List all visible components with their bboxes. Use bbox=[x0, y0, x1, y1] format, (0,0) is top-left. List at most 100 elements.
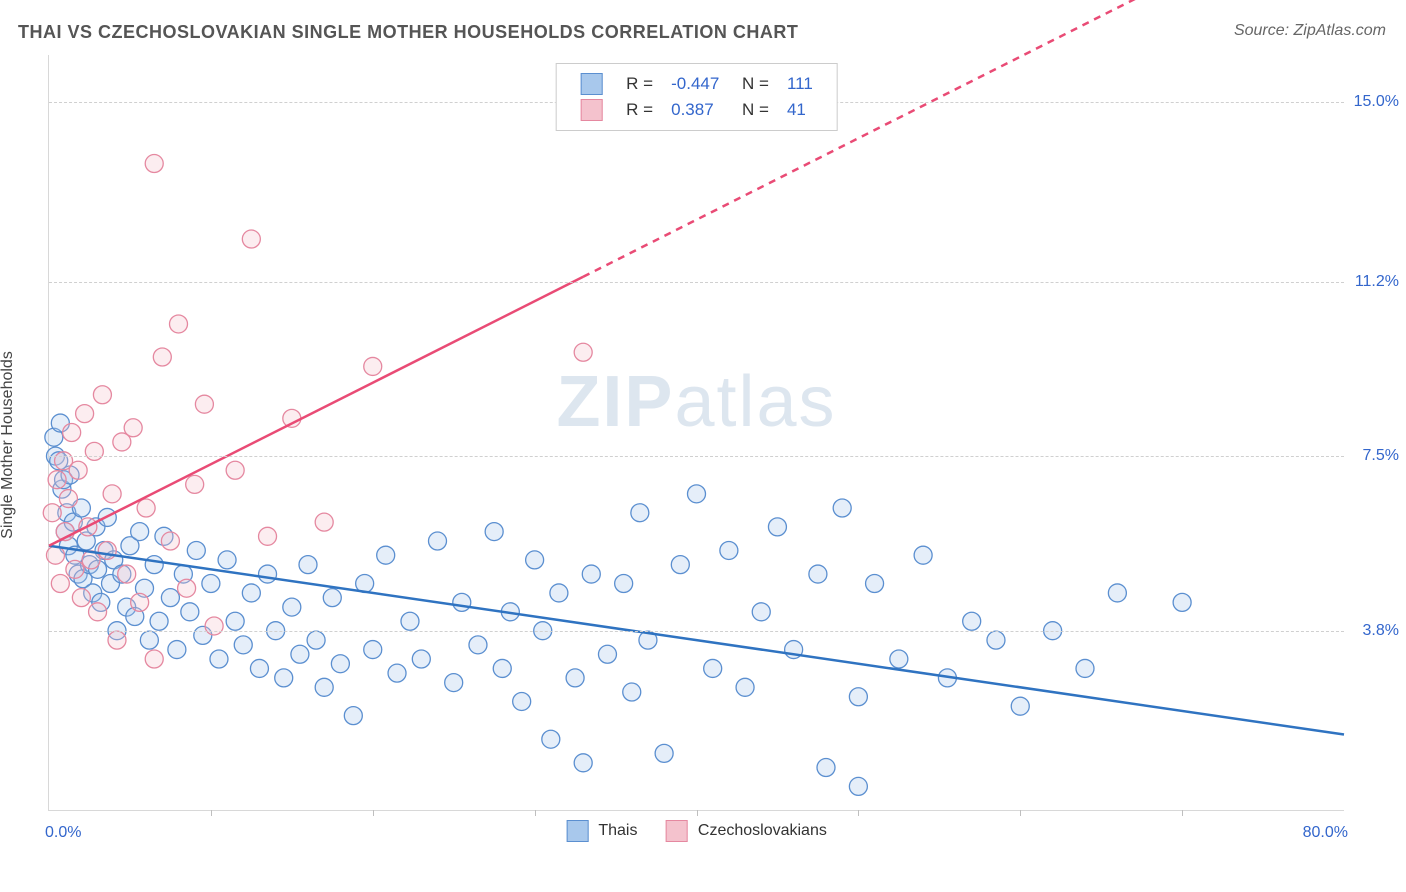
stats-row: R =-0.447 N =111 bbox=[572, 72, 821, 96]
data-point bbox=[671, 556, 689, 574]
data-point bbox=[542, 730, 560, 748]
data-point bbox=[150, 612, 168, 630]
x-tick bbox=[1182, 810, 1183, 816]
swatch-icon bbox=[580, 99, 602, 121]
data-point bbox=[809, 565, 827, 583]
data-point bbox=[364, 641, 382, 659]
data-point bbox=[574, 754, 592, 772]
data-point bbox=[186, 475, 204, 493]
data-point bbox=[1173, 593, 1191, 611]
data-point bbox=[234, 636, 252, 654]
data-point bbox=[598, 645, 616, 663]
y-tick-label: 7.5% bbox=[1363, 447, 1399, 465]
data-point bbox=[344, 707, 362, 725]
data-point bbox=[72, 589, 90, 607]
data-point bbox=[108, 631, 126, 649]
gridline bbox=[49, 631, 1344, 632]
data-point bbox=[574, 343, 592, 361]
data-point bbox=[752, 603, 770, 621]
data-point bbox=[131, 523, 149, 541]
data-point bbox=[987, 631, 1005, 649]
chart-container: Single Mother Households ZIPatlas R =-0.… bbox=[18, 55, 1388, 835]
data-point bbox=[124, 419, 142, 437]
y-tick-label: 15.0% bbox=[1354, 93, 1399, 111]
data-point bbox=[849, 777, 867, 795]
data-point bbox=[153, 348, 171, 366]
data-point bbox=[51, 575, 69, 593]
data-point bbox=[526, 551, 544, 569]
data-point bbox=[242, 584, 260, 602]
data-point bbox=[323, 589, 341, 607]
legend-label: Czechoslovakians bbox=[698, 822, 827, 839]
data-point bbox=[849, 688, 867, 706]
legend-item: Czechoslovakians bbox=[665, 820, 826, 842]
data-point bbox=[445, 674, 463, 692]
data-point bbox=[145, 155, 163, 173]
data-point bbox=[46, 546, 64, 564]
data-point bbox=[178, 579, 196, 597]
x-tick bbox=[697, 810, 698, 816]
data-point bbox=[615, 575, 633, 593]
data-point bbox=[377, 546, 395, 564]
data-point bbox=[242, 230, 260, 248]
data-point bbox=[388, 664, 406, 682]
data-point bbox=[181, 603, 199, 621]
plot-svg bbox=[49, 55, 1344, 810]
data-point bbox=[93, 386, 111, 404]
data-point bbox=[66, 560, 84, 578]
data-point bbox=[493, 659, 511, 677]
data-point bbox=[412, 650, 430, 668]
x-tick bbox=[1020, 810, 1021, 816]
data-point bbox=[137, 499, 155, 517]
data-point bbox=[1108, 584, 1126, 602]
data-point bbox=[103, 485, 121, 503]
data-point bbox=[704, 659, 722, 677]
data-point bbox=[688, 485, 706, 503]
swatch-icon bbox=[566, 820, 588, 842]
data-point bbox=[833, 499, 851, 517]
data-point bbox=[453, 593, 471, 611]
data-point bbox=[161, 532, 179, 550]
r-value: -0.447 bbox=[663, 72, 727, 96]
plot-area: ZIPatlas R =-0.447 N =111 R =0.387 N =41 bbox=[48, 55, 1344, 811]
data-point bbox=[131, 593, 149, 611]
data-point bbox=[250, 659, 268, 677]
data-point bbox=[168, 641, 186, 659]
data-point bbox=[76, 405, 94, 423]
series-legend: Thais Czechoslovakians bbox=[566, 820, 827, 842]
data-point bbox=[118, 565, 136, 583]
gridline bbox=[49, 456, 1344, 457]
data-point bbox=[736, 678, 754, 696]
data-point bbox=[1011, 697, 1029, 715]
y-tick-label: 11.2% bbox=[1355, 273, 1399, 291]
data-point bbox=[485, 523, 503, 541]
x-end-label: 80.0% bbox=[1303, 824, 1348, 842]
data-point bbox=[259, 565, 277, 583]
data-point bbox=[226, 461, 244, 479]
data-point bbox=[59, 490, 77, 508]
data-point bbox=[315, 678, 333, 696]
data-point bbox=[283, 598, 301, 616]
data-point bbox=[140, 631, 158, 649]
data-point bbox=[291, 645, 309, 663]
data-point bbox=[275, 669, 293, 687]
data-point bbox=[364, 357, 382, 375]
data-point bbox=[226, 612, 244, 630]
data-point bbox=[720, 541, 738, 559]
regression-line bbox=[49, 277, 583, 546]
data-point bbox=[218, 551, 236, 569]
data-point bbox=[85, 442, 103, 460]
data-point bbox=[1076, 659, 1094, 677]
data-point bbox=[205, 617, 223, 635]
source-label: Source: ZipAtlas.com bbox=[1234, 22, 1386, 40]
legend-label: Thais bbox=[598, 822, 637, 839]
x-tick bbox=[373, 810, 374, 816]
y-axis-label: Single Mother Households bbox=[0, 351, 17, 539]
data-point bbox=[187, 541, 205, 559]
data-point bbox=[550, 584, 568, 602]
data-point bbox=[963, 612, 981, 630]
y-tick-label: 3.8% bbox=[1363, 622, 1399, 640]
r-value: 0.387 bbox=[663, 98, 727, 122]
swatch-icon bbox=[580, 73, 602, 95]
data-point bbox=[469, 636, 487, 654]
